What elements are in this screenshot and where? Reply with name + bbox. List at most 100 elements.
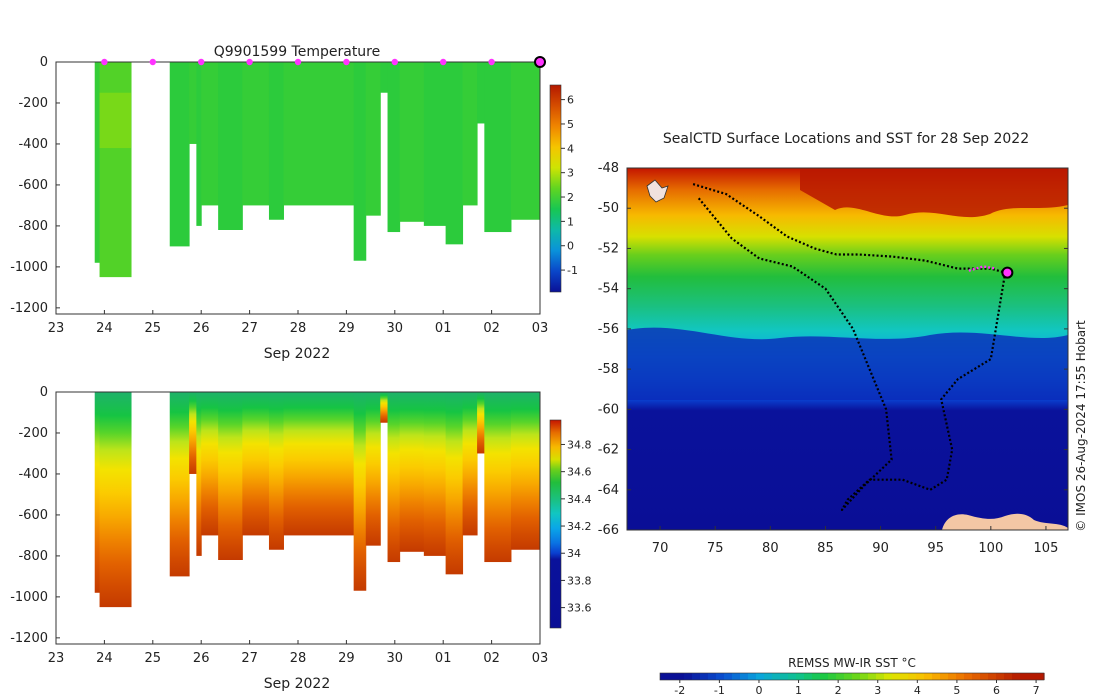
colorbar-segment [916,673,925,680]
map-lon-ticks: 70 75 80 85 90 95 100 105 [652,526,1058,556]
profile-column [423,392,447,556]
x-tick-label: 27 [241,321,258,336]
colorbar-tick-label: 33.6 [567,602,592,615]
y-tick-label: -1200 [10,631,48,646]
warm-layer [99,92,132,149]
profile-column [268,62,284,220]
temperature-colorbar: 6 5 4 3 2 1 0 -1 [549,84,578,293]
y-tick-label: -1200 [10,301,48,316]
x-tick-label: 02 [483,321,500,336]
colorbar-segment [940,673,949,680]
profile-column [365,392,381,546]
x-tick-label: 25 [145,321,162,336]
colorbar-segment [884,673,893,680]
profile-column [477,392,485,454]
profile-column [353,392,367,591]
surface-marker [343,58,350,66]
lon-tick-label: 90 [872,541,889,556]
sst-cold-tongue [627,327,1068,400]
y-tick-label: -600 [18,508,48,523]
profile-column [201,392,219,536]
x-tick-label: 28 [290,321,307,336]
colorbar-tick-label: 5 [953,684,960,697]
salinity-heatmap [94,392,541,608]
temperature-heatmap [94,62,541,278]
colorbar-segment [964,673,973,680]
y-tick-label: -400 [18,467,48,482]
colorbar-segment [996,673,1005,680]
y-tick-label: -200 [18,426,48,441]
profile-column [462,392,478,536]
colorbar-segment [980,673,989,680]
surface-marker [149,58,156,66]
colorbar-segment [732,673,741,680]
salinity-colorbar-ticks: 34.8 34.6 34.4 34.2 34 33.8 33.6 [561,438,592,615]
colorbar-segment [844,673,853,680]
colorbar-segment [724,673,733,680]
profile-column [510,392,541,550]
colorbar-tick-label: 3 [567,167,574,180]
colorbar-tick-label: -1 [714,684,725,697]
lon-tick-label: 75 [707,541,724,556]
sst-colorbar-bar [659,672,1045,681]
colorbar-segment [956,673,965,680]
x-tick-label: 24 [96,321,113,336]
profile-column [283,62,355,206]
colorbar-segment [812,673,821,680]
colorbar-tick-label: 6 [993,684,1000,697]
y-tick-label: -800 [18,549,48,564]
colorbar-tick-label: 4 [567,142,574,155]
map-lat-ticks: -48 -50 -52 -54 -56 -58 -60 -62 -64 -66 [598,161,1068,538]
colorbar-segment [764,673,773,680]
seal-track [692,183,1007,511]
colorbar-segment [932,673,941,680]
colorbar-segment [868,673,877,680]
temperature-xlabel: Sep 2022 [264,346,330,362]
colorbar-segment [708,673,717,680]
temperature-colorbar-bar [549,84,562,293]
lon-tick-label: 80 [762,541,779,556]
colorbar-segment [804,673,813,680]
y-tick-label: -400 [18,137,48,152]
lat-tick-label: -54 [598,282,619,297]
colorbar-tick-label: 7 [1033,684,1040,697]
lat-tick-label: -56 [598,322,619,337]
profile-column [242,392,270,536]
colorbar-segment [692,673,701,680]
surface-marker [294,58,302,66]
profile-column [365,62,381,216]
colorbar-segment [1004,673,1013,680]
colorbar-segment [900,673,909,680]
colorbar-tick-label: 34.4 [567,493,592,506]
colorbar-tick-label: 5 [567,118,574,131]
x-tick-label: 27 [241,651,258,666]
colorbar-tick-label: 34.6 [567,466,592,479]
surface-marker [101,58,108,66]
y-tick-label: -600 [18,178,48,193]
surface-marker [391,58,398,66]
x-tick-label: 30 [387,321,404,336]
profile-column [196,62,202,226]
profile-column [462,62,478,206]
colorbar-segment [684,673,693,680]
x-tick-label: 01 [435,321,452,336]
salinity-xlabel: Sep 2022 [264,676,330,692]
colorbar-segment [780,673,789,680]
colorbar-tick-label: 34.8 [567,438,592,451]
sst-field [627,168,1068,530]
temperature-surface-markers [101,56,546,68]
salinity-colorbar-bar [549,419,562,629]
x-tick-label: 03 [532,651,549,666]
profile-column [353,62,367,261]
profile-column [242,62,270,206]
map-panel: SealCTD Surface Locations and SST for 28… [598,131,1088,697]
sst-warm-patch [800,168,1068,218]
colorbar-segment [972,673,981,680]
lat-tick-label: -48 [598,161,619,176]
latest-surface-marker [534,56,546,68]
kerguelen-island [646,179,669,203]
temperature-panel: Q9901599 Temperature 23 24 25 26 27 28 29 30 01 0… [10,44,578,362]
profile-column [484,392,512,563]
profile-column [380,62,389,93]
profile-column [477,62,485,124]
